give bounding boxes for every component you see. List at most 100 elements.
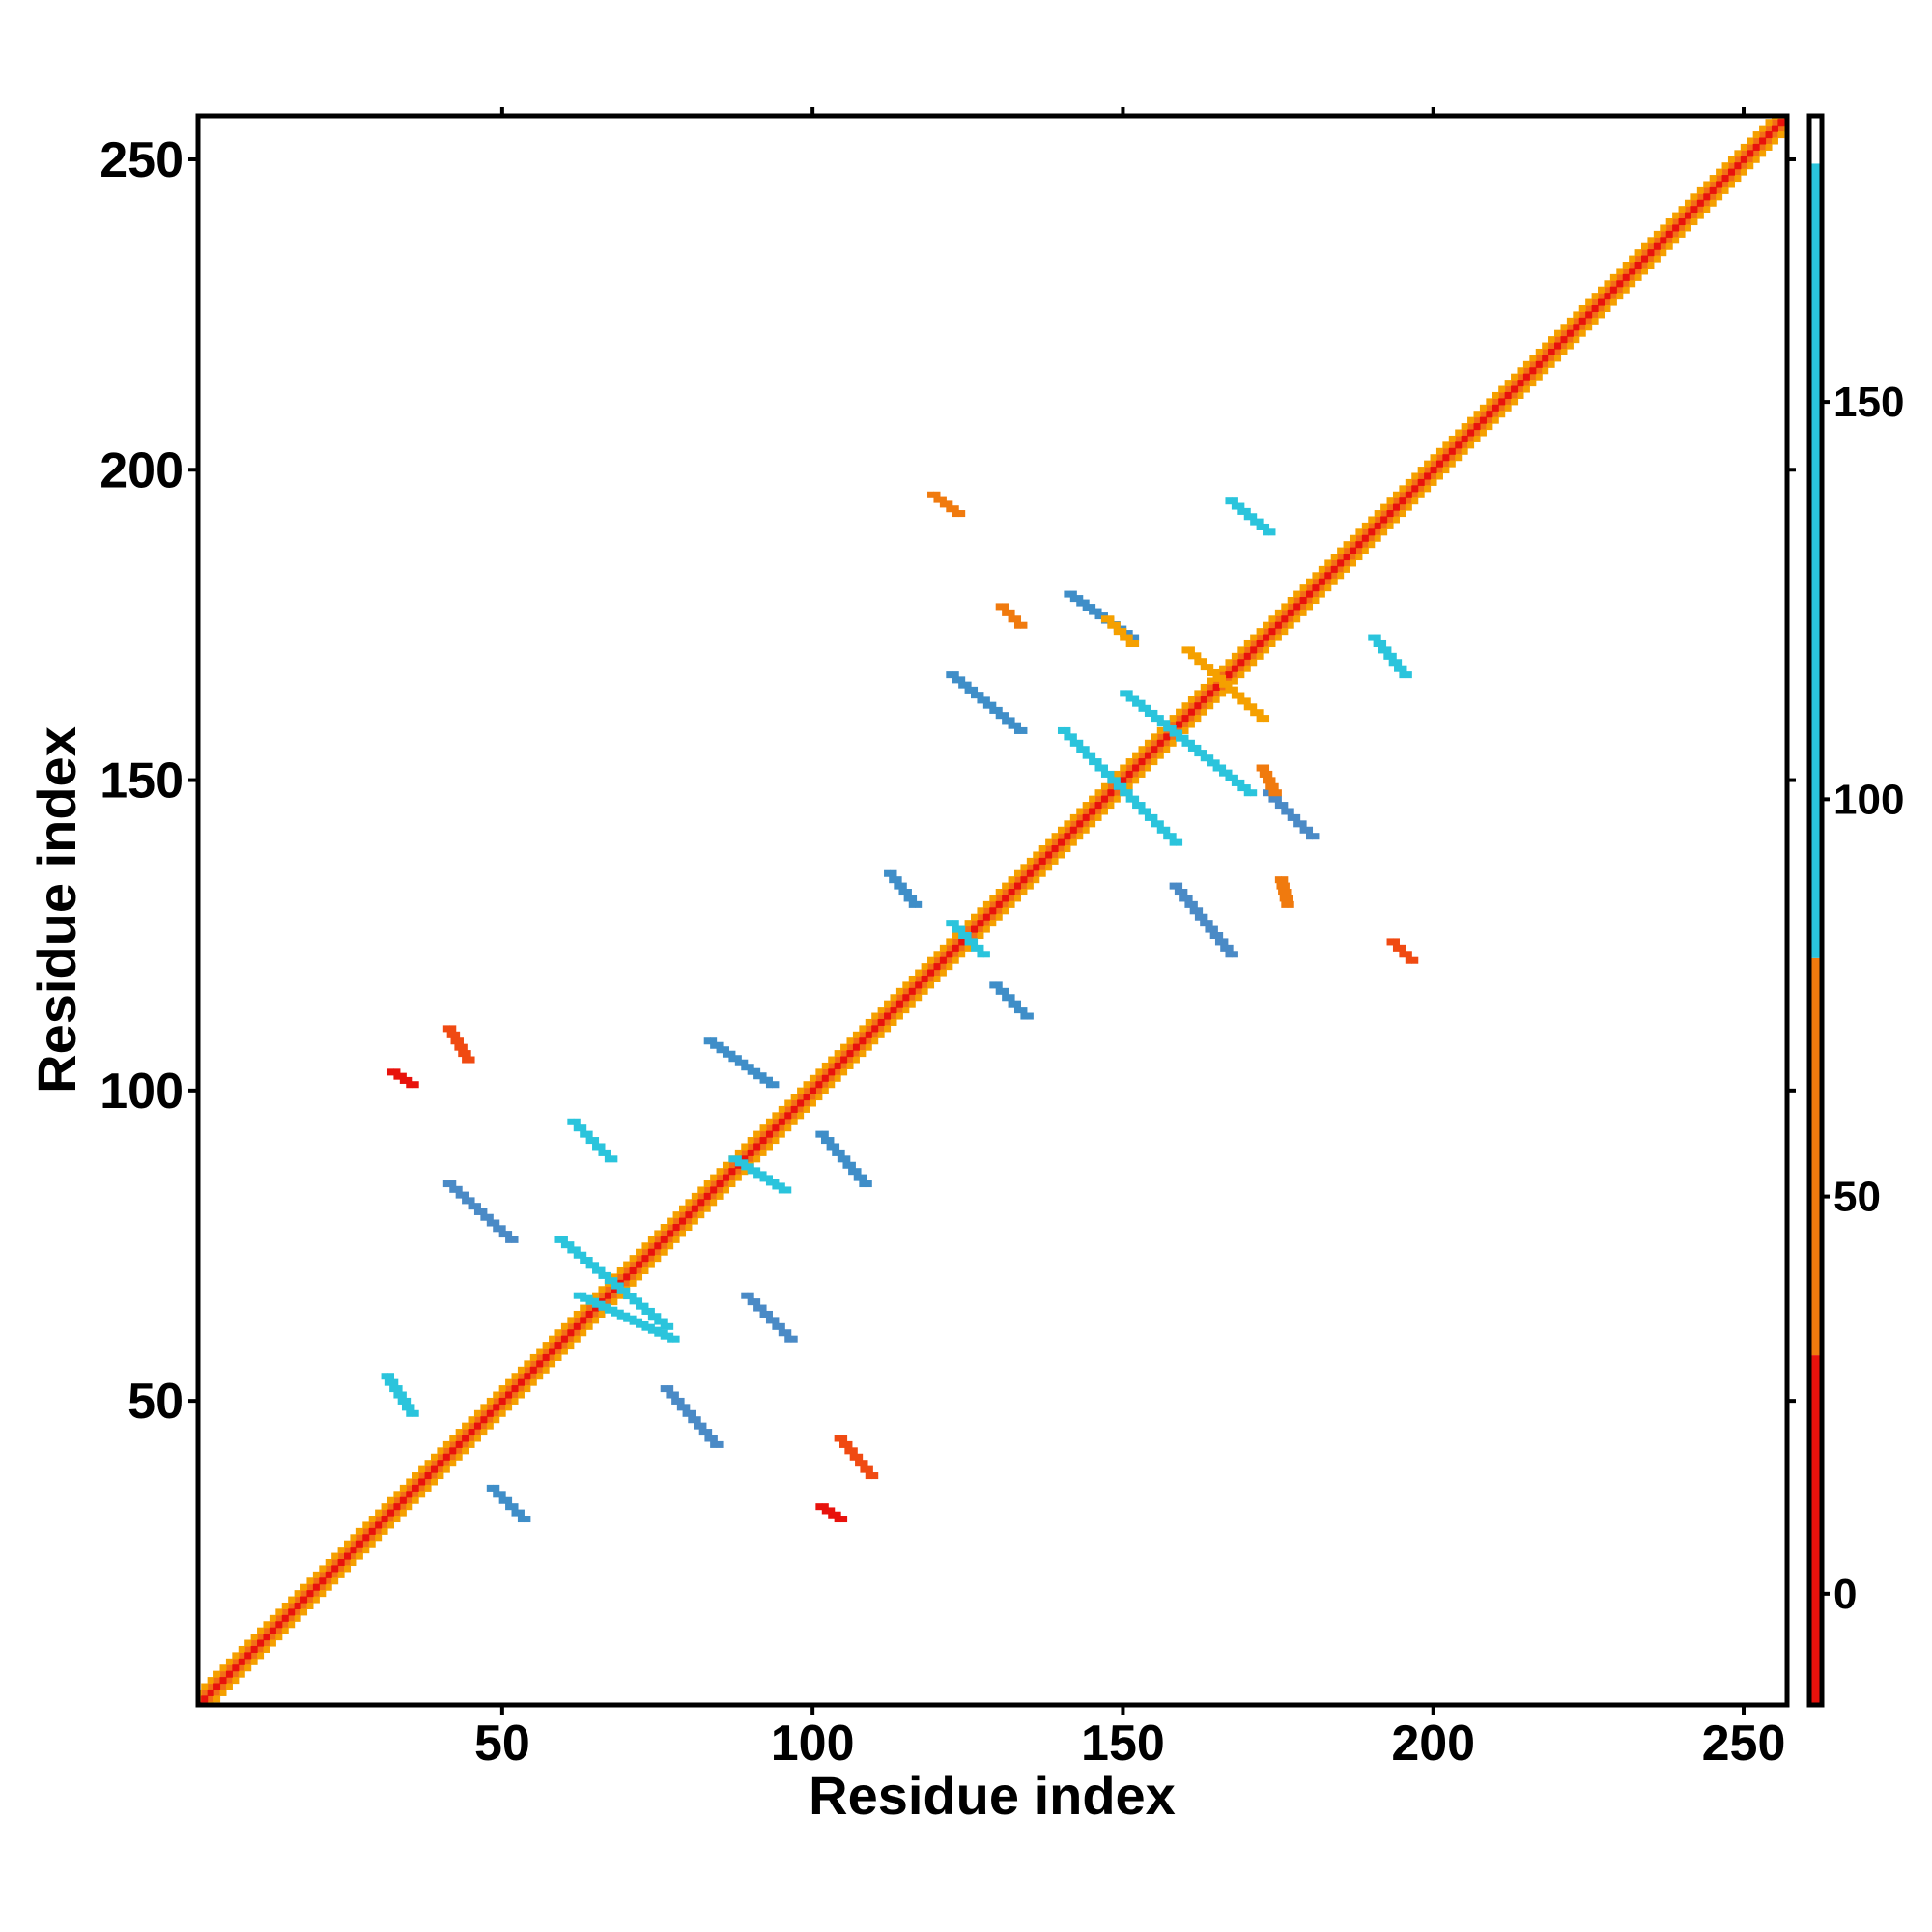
diagonal-cell <box>1045 851 1053 859</box>
diagonal-cell <box>1256 652 1264 660</box>
diagonal-cell <box>1578 317 1586 325</box>
diagonal-cell <box>1467 416 1475 424</box>
diagonal-cell <box>1125 782 1133 790</box>
diagonal-cell <box>772 1118 780 1125</box>
diagonal-cell <box>1355 547 1363 554</box>
contact-cell <box>710 1440 718 1448</box>
contact-cell <box>629 1318 637 1325</box>
diagonal-cell <box>1355 534 1363 542</box>
contact-cell <box>486 1484 494 1492</box>
diagonal-cell <box>412 1472 419 1480</box>
diagonal-cell <box>406 1496 413 1504</box>
diagonal-cell <box>1312 584 1320 592</box>
diagonal-cell <box>207 1695 214 1703</box>
contact-cell <box>1082 604 1090 611</box>
diagonal-cell <box>982 925 990 933</box>
diagonal-cell <box>288 1621 296 1629</box>
contact-cell <box>1200 920 1208 927</box>
diagonal-cell <box>567 1317 575 1324</box>
contact-cell <box>1144 813 1151 821</box>
diagonal-cell <box>1250 634 1258 641</box>
diagonal-cell <box>1330 554 1338 561</box>
diagonal-cell <box>1051 857 1059 865</box>
diagonal-cell <box>505 1397 513 1405</box>
diagonal-cell <box>412 1484 419 1492</box>
diagonal-cell <box>344 1540 352 1548</box>
contact-cell <box>1263 715 1270 723</box>
contact-cell <box>623 1293 631 1300</box>
diagonal-cell <box>386 1503 395 1511</box>
contact-cell <box>1268 789 1276 797</box>
diagonal-cell <box>511 1397 519 1405</box>
diagonal-cell <box>1225 659 1233 667</box>
diagonal-cell <box>1094 802 1102 810</box>
diagonal-cell <box>952 944 959 952</box>
diagonal-cell <box>455 1447 463 1455</box>
diagonal-cell <box>1263 628 1270 636</box>
diagonal-cell <box>1430 467 1437 474</box>
diagonal-cell <box>250 1634 258 1641</box>
diagonal-cell <box>1660 224 1667 232</box>
contact-cell <box>1107 777 1115 784</box>
diagonal-cell <box>1361 528 1369 536</box>
diagonal-cell <box>667 1230 674 1237</box>
diagonal-cell <box>877 1025 885 1033</box>
contact-cell <box>1200 664 1208 671</box>
diagonal-cell <box>536 1353 544 1361</box>
diagonal-cell <box>1616 280 1624 288</box>
diagonal-cell <box>350 1547 357 1554</box>
contact-cell <box>1216 931 1224 940</box>
contact-cell <box>498 1225 506 1233</box>
diagonal-cell <box>554 1353 562 1361</box>
diagonal-cell <box>1013 876 1022 884</box>
diagonal-cell <box>1243 646 1251 654</box>
diagonal-cell <box>1598 293 1605 300</box>
contact-cell <box>1002 987 1009 995</box>
contact-cell <box>821 1130 829 1138</box>
contact-cell <box>389 1385 397 1393</box>
contact-cell <box>741 1059 749 1066</box>
diagonal-cell <box>809 1099 816 1107</box>
diagonal-cell <box>529 1353 537 1361</box>
contact-cell <box>845 1440 853 1448</box>
diagonal-cell <box>1727 181 1735 188</box>
contact-cell <box>395 1385 403 1393</box>
diagonal-cell <box>1051 845 1059 853</box>
contact-cell <box>1120 782 1127 790</box>
diagonal-cell <box>1374 522 1381 529</box>
diagonal-cell <box>604 1298 611 1306</box>
diagonal-cell <box>989 900 997 908</box>
contact-cell <box>1237 502 1245 510</box>
diagonal-cell <box>1132 752 1140 759</box>
diagonal-cell <box>1405 491 1412 498</box>
diagonal-cell <box>678 1217 687 1225</box>
contact-cell <box>1151 709 1158 717</box>
contact-cell <box>1374 634 1381 641</box>
contact-cell <box>1008 1000 1015 1008</box>
diagonal-cell <box>1752 150 1760 157</box>
diagonal-cell <box>529 1373 537 1380</box>
contact-cell <box>1250 703 1258 711</box>
diagonal-cell <box>703 1192 711 1200</box>
contact-cell <box>442 1180 450 1188</box>
diagonal-cell <box>1212 683 1220 691</box>
diagonal-cell <box>449 1460 457 1467</box>
contact-cell <box>1271 782 1279 790</box>
diagonal-cell <box>821 1062 829 1069</box>
diagonal-cell <box>232 1677 240 1685</box>
diagonal-cell <box>952 938 959 946</box>
diagonal-cell <box>958 951 966 958</box>
diagonal-cell <box>294 1614 301 1622</box>
diagonal-cell <box>493 1404 500 1411</box>
diagonal-cell <box>865 1037 872 1045</box>
contact-cell <box>567 1241 575 1249</box>
diagonal-cell <box>1542 342 1549 350</box>
diagonal-cell <box>1573 329 1580 337</box>
contact-cell <box>778 1329 785 1337</box>
contact-cell <box>982 696 990 704</box>
diagonal-cell <box>1144 752 1151 759</box>
diagonal-cell <box>1268 634 1276 641</box>
diagonal-cell <box>722 1161 730 1169</box>
